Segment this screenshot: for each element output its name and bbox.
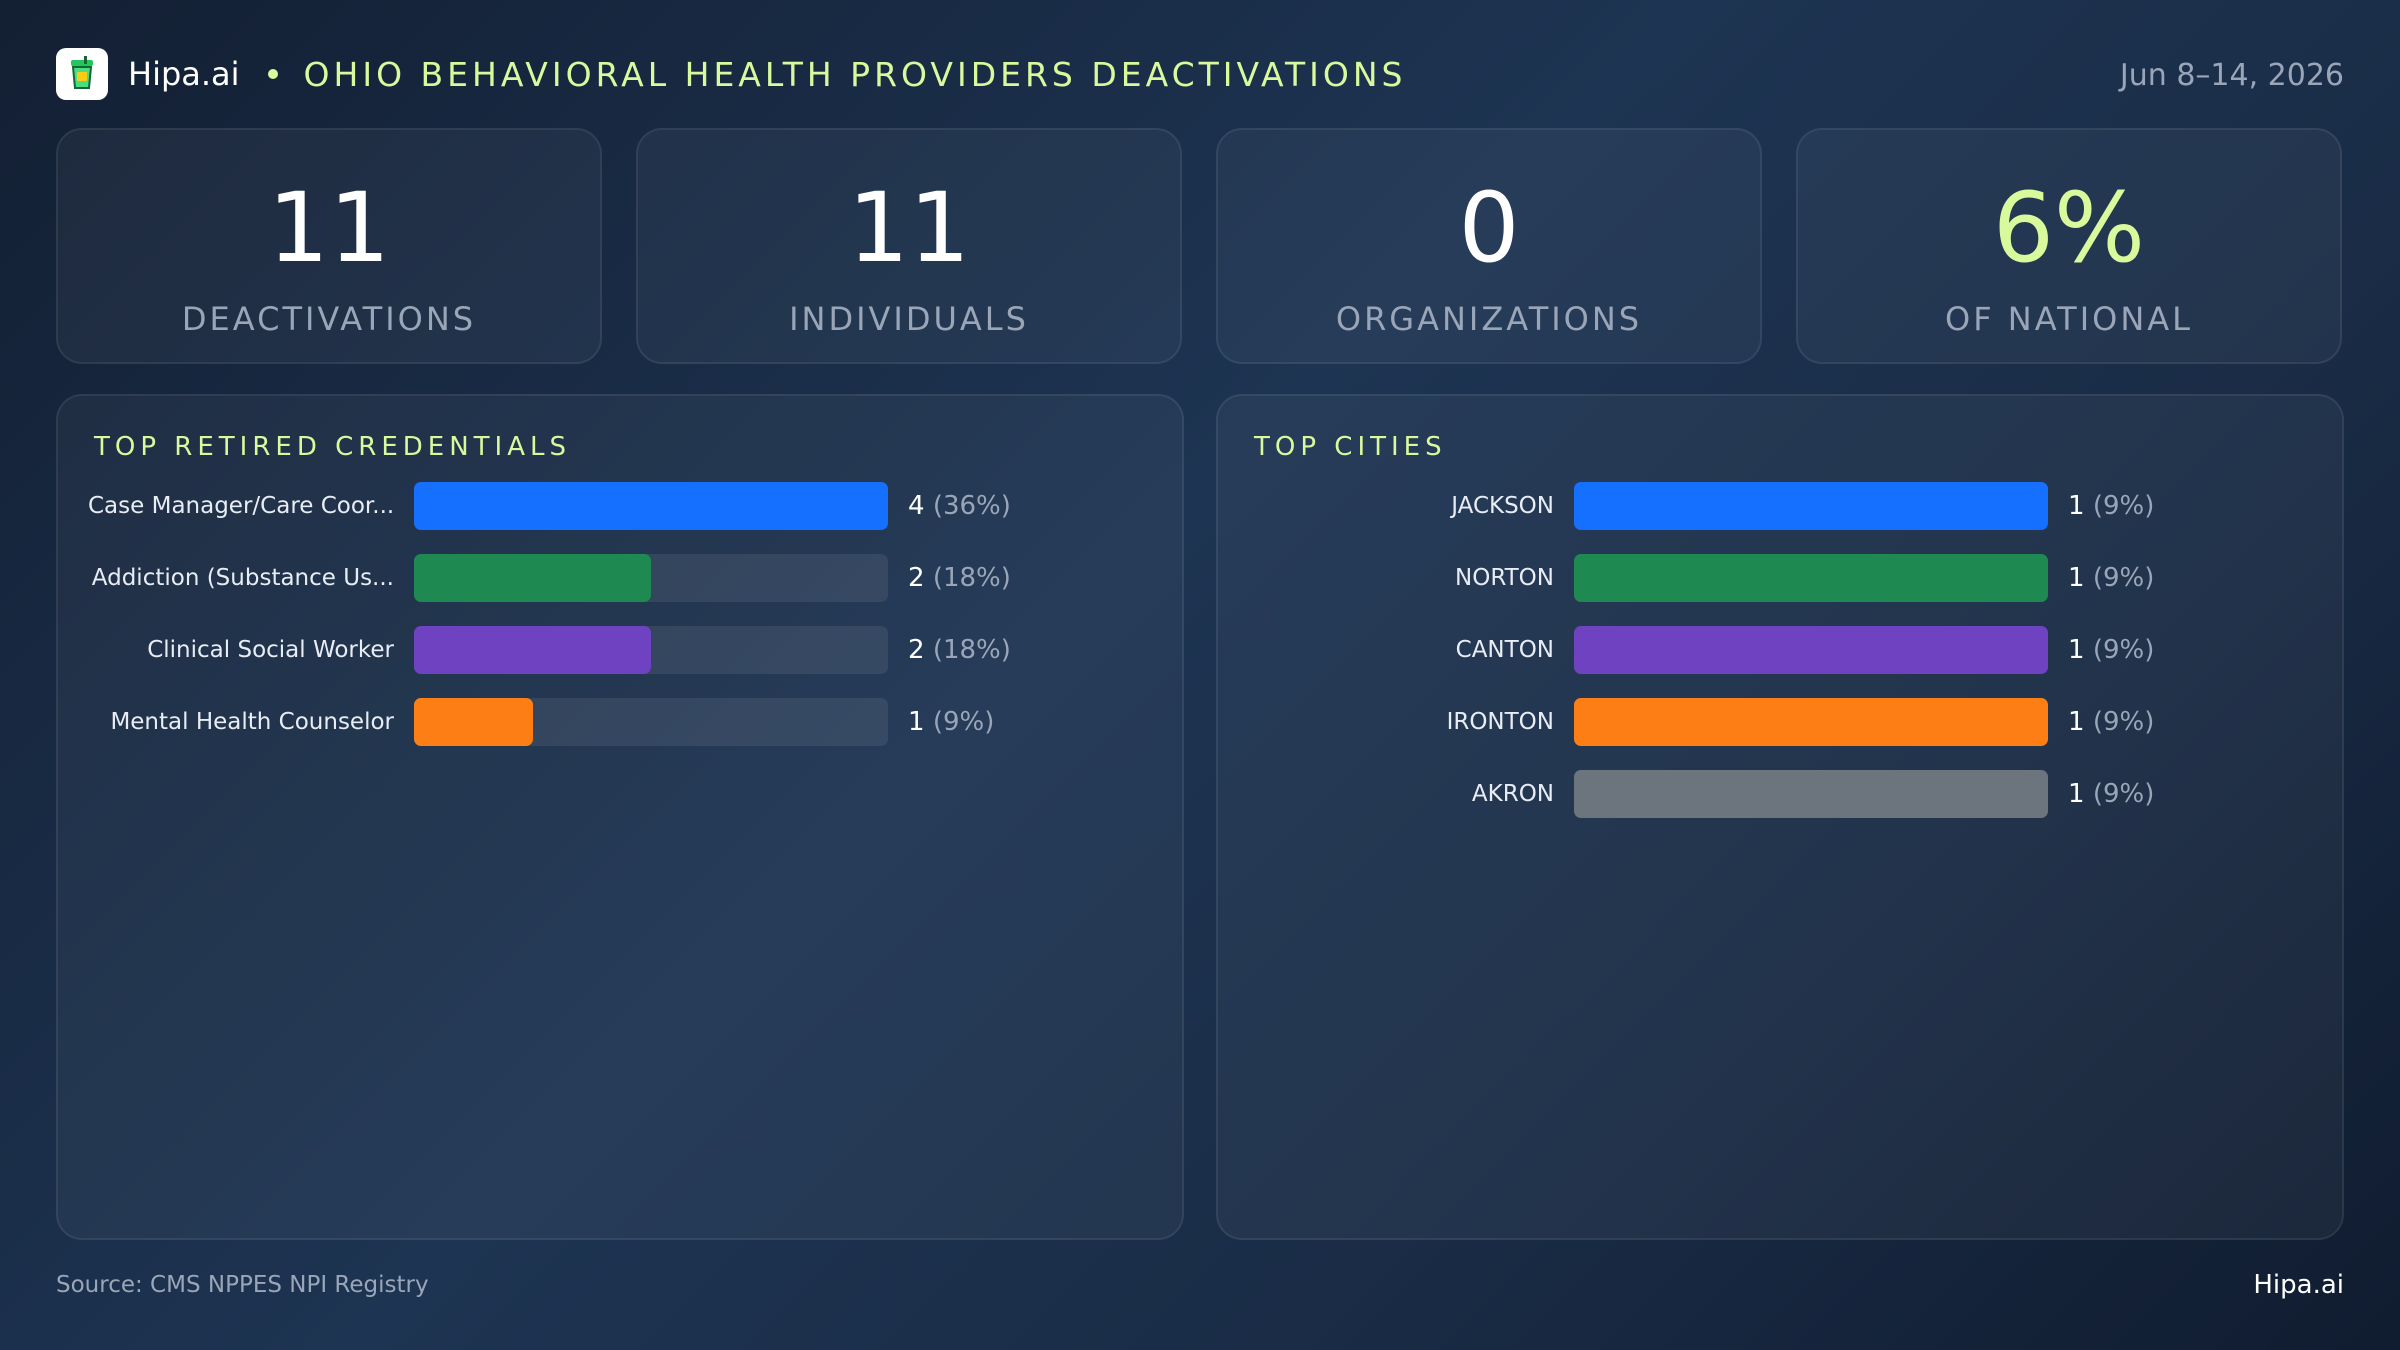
chart-title: TOP RETIRED CREDENTIALS xyxy=(94,432,571,462)
cup-icon xyxy=(56,48,108,100)
bar-value-label: 2 (18%) xyxy=(908,554,1011,602)
bar-count: 2 xyxy=(908,563,925,593)
bar-label: JACKSON xyxy=(1451,493,1554,519)
bar-fill xyxy=(1574,482,2048,530)
page-title: OHIO BEHAVIORAL HEALTH PROVIDERS DEACTIV… xyxy=(303,54,1407,94)
bar-count: 1 xyxy=(2068,707,2085,737)
bar-fill xyxy=(1574,554,2048,602)
bar-row-credential: Clinical Social Worker 2 (18%) xyxy=(58,626,1182,674)
chart-title: TOP CITIES xyxy=(1254,432,1447,462)
bar-value-label: 1 (9%) xyxy=(2068,770,2154,818)
bar-fill xyxy=(414,698,533,746)
bar-fill xyxy=(1574,626,2048,674)
stat-card-organizations: 0 ORGANIZATIONS xyxy=(1216,128,1762,364)
bar-value-label: 1 (9%) xyxy=(2068,698,2154,746)
bar-label: Addiction (Substance Us... xyxy=(91,565,394,591)
bar-fill xyxy=(414,554,651,602)
bar-track xyxy=(414,554,888,602)
source-note: Source: CMS NPPES NPI Registry xyxy=(56,1272,429,1298)
bar-percent: (9%) xyxy=(2092,491,2155,521)
date-range: Jun 8–14, 2026 xyxy=(2119,58,2344,93)
bar-track xyxy=(414,482,888,530)
bar-track xyxy=(1574,698,2048,746)
stat-label: ORGANIZATIONS xyxy=(1335,300,1643,338)
bar-percent: (18%) xyxy=(932,635,1011,665)
bar-track xyxy=(414,626,888,674)
bar-fill xyxy=(414,482,888,530)
title-separator-dot xyxy=(267,69,278,79)
bar-label: CANTON xyxy=(1455,637,1554,663)
bar-row-city: IRONTON 1 (9%) xyxy=(1218,698,2342,746)
bar-row-credential: Addiction (Substance Us... 2 (18%) xyxy=(58,554,1182,602)
bar-value-label: 2 (18%) xyxy=(908,626,1011,674)
bar-label: Case Manager/Care Coor... xyxy=(88,493,394,519)
bar-percent: (36%) xyxy=(932,491,1011,521)
bar-row-city: JACKSON 1 (9%) xyxy=(1218,482,2342,530)
bar-label: Mental Health Counselor xyxy=(110,709,394,735)
bar-count: 1 xyxy=(2068,563,2085,593)
bar-label: AKRON xyxy=(1471,781,1554,807)
credentials-chart-panel: TOP RETIRED CREDENTIALS Case Manager/Car… xyxy=(56,394,1184,1240)
bar-count: 1 xyxy=(2068,635,2085,665)
stat-label: DEACTIVATIONS xyxy=(181,300,477,338)
stat-value: 6% xyxy=(1992,172,2146,284)
bar-value-label: 1 (9%) xyxy=(2068,482,2154,530)
bar-value-label: 4 (36%) xyxy=(908,482,1011,530)
bar-percent: (9%) xyxy=(2092,635,2155,665)
bar-row-city: NORTON 1 (9%) xyxy=(1218,554,2342,602)
cities-chart-panel: TOP CITIES JACKSON 1 (9%) NORTON 1 (9%) CANT… xyxy=(1216,394,2344,1240)
bar-percent: (9%) xyxy=(2092,779,2155,809)
bar-count: 1 xyxy=(2068,491,2085,521)
bar-track xyxy=(1574,626,2048,674)
bar-track xyxy=(1574,482,2048,530)
bar-track xyxy=(1574,770,2048,818)
stat-card-individuals: 11 INDIVIDUALS xyxy=(636,128,1182,364)
stat-value: 11 xyxy=(847,172,971,284)
bar-fill xyxy=(1574,770,2048,818)
bar-label: NORTON xyxy=(1455,565,1554,591)
stat-card-deactivations: 11 DEACTIVATIONS xyxy=(56,128,602,364)
stat-value: 0 xyxy=(1458,172,1520,284)
bar-value-label: 1 (9%) xyxy=(2068,554,2154,602)
bar-value-label: 1 (9%) xyxy=(2068,626,2154,674)
stat-label: INDIVIDUALS xyxy=(789,300,1029,338)
bar-row-city: CANTON 1 (9%) xyxy=(1218,626,2342,674)
bar-row-city: AKRON 1 (9%) xyxy=(1218,770,2342,818)
bar-percent: (9%) xyxy=(2092,707,2155,737)
bar-percent: (18%) xyxy=(932,563,1011,593)
bar-count: 2 xyxy=(908,635,925,665)
stat-value: 11 xyxy=(267,172,391,284)
bar-track xyxy=(414,698,888,746)
stat-card-of-national: 6% OF NATIONAL xyxy=(1796,128,2342,364)
bar-fill xyxy=(1574,698,2048,746)
brand-name: Hipa.ai xyxy=(128,55,240,93)
bar-percent: (9%) xyxy=(2092,563,2155,593)
bar-label: Clinical Social Worker xyxy=(147,637,394,663)
bar-percent: (9%) xyxy=(932,707,995,737)
bar-count: 1 xyxy=(908,707,925,737)
stat-label: OF NATIONAL xyxy=(1945,300,2193,338)
bar-value-label: 1 (9%) xyxy=(908,698,994,746)
bar-count: 4 xyxy=(908,491,925,521)
bar-row-credential: Mental Health Counselor 1 (9%) xyxy=(58,698,1182,746)
header: Hipa.ai OHIO BEHAVIORAL HEALTH PROVIDERS… xyxy=(56,48,2344,100)
bar-track xyxy=(1574,554,2048,602)
bar-row-credential: Case Manager/Care Coor... 4 (36%) xyxy=(58,482,1182,530)
bar-fill xyxy=(414,626,651,674)
bar-count: 1 xyxy=(2068,779,2085,809)
bar-label: IRONTON xyxy=(1446,709,1554,735)
footer-brand: Hipa.ai xyxy=(2253,1270,2344,1300)
